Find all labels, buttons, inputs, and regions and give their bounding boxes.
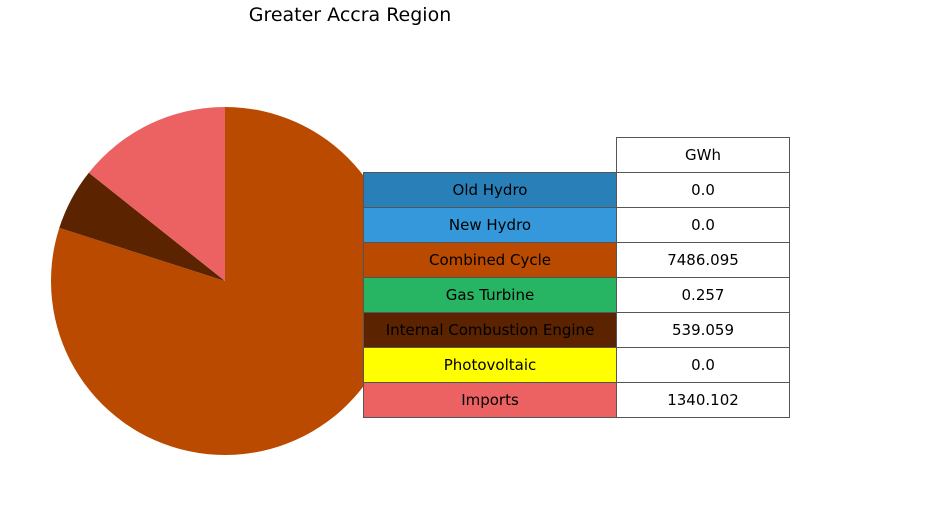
row-value: 0.0 [616, 347, 790, 383]
row-label: New Hydro [363, 207, 617, 243]
table-row: Imports 1340.102 [363, 382, 790, 418]
table-row: Photovoltaic 0.0 [363, 347, 790, 383]
data-table: GWh Old Hydro 0.0 New Hydro 0.0 Combined Cyc… [363, 137, 790, 418]
row-value: 0.0 [616, 172, 790, 208]
table-row: New Hydro 0.0 [363, 207, 790, 243]
row-value: 0.257 [616, 277, 790, 313]
row-label: Internal Combustion Engine [363, 312, 617, 348]
table-header-row: GWh [364, 137, 790, 173]
table-row: Gas Turbine 0.257 [363, 277, 790, 313]
pie-slice-internal-combustion-engine [59, 172, 225, 281]
column-header-gwh: GWh [616, 137, 790, 173]
pie-slice-gas-turbine [59, 227, 225, 281]
pie-slice-combined-cycle [50, 107, 399, 455]
row-label: Photovoltaic [363, 347, 617, 383]
chart-title: Greater Accra Region [248, 4, 452, 26]
row-label: Old Hydro [363, 172, 617, 208]
row-value: 7486.095 [616, 242, 790, 278]
row-label: Imports [363, 382, 617, 418]
row-label: Combined Cycle [363, 242, 617, 278]
table-row: Combined Cycle 7486.095 [363, 242, 790, 278]
table-row: Old Hydro 0.0 [363, 172, 790, 208]
table-row: Internal Combustion Engine 539.059 [363, 312, 790, 348]
pie-slice-imports [88, 107, 225, 281]
row-value: 0.0 [616, 207, 790, 243]
row-value: 539.059 [616, 312, 790, 348]
row-label: Gas Turbine [363, 277, 617, 313]
row-value: 1340.102 [616, 382, 790, 418]
table-corner-cell [364, 138, 617, 173]
